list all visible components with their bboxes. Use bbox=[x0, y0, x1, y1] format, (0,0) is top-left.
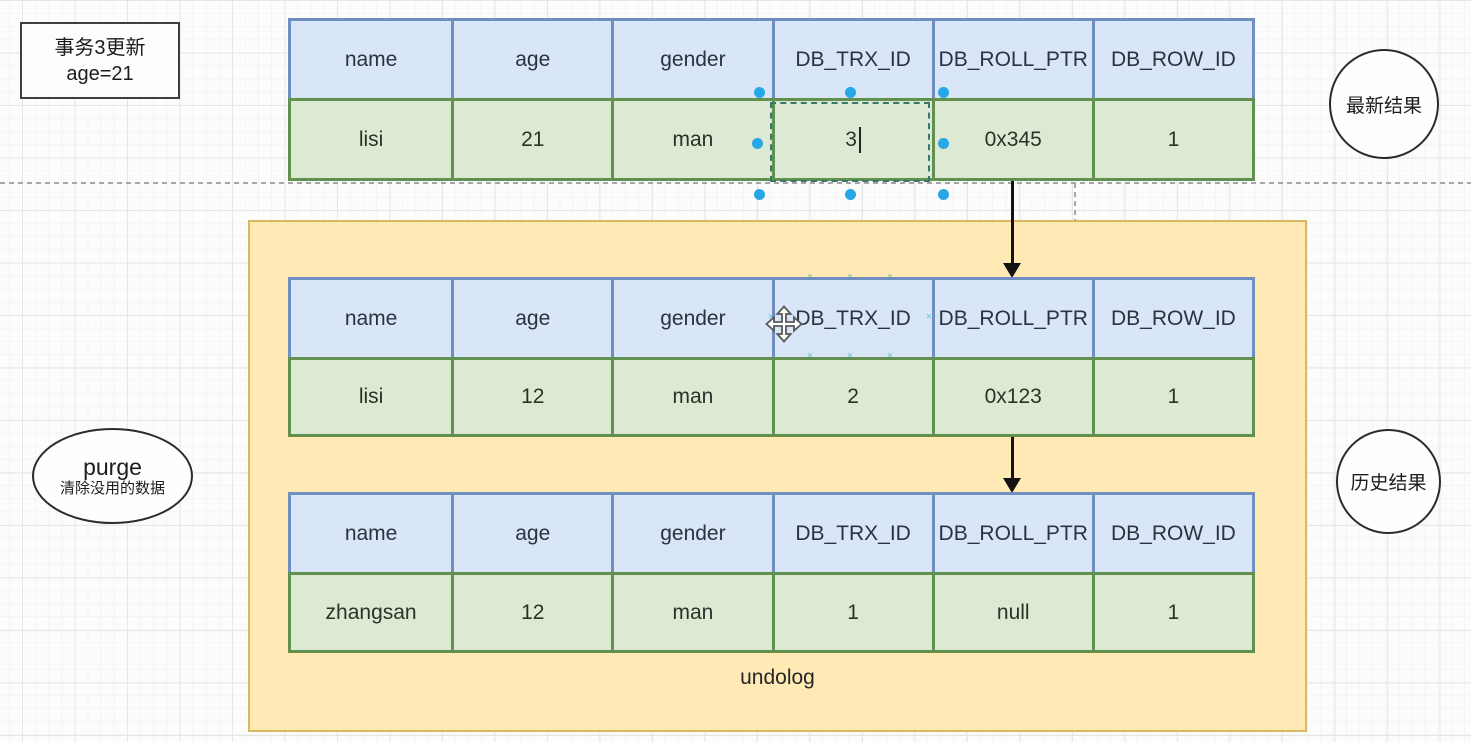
column-header-age[interactable]: age bbox=[451, 21, 611, 98]
connection-point-icon: × bbox=[846, 271, 854, 283]
column-header-name[interactable]: name bbox=[344, 306, 398, 330]
column-header-name[interactable]: name bbox=[344, 47, 398, 71]
roll-ptr-arrow-2-line[interactable] bbox=[1011, 437, 1014, 480]
table-data-row: lisi 12 man 2 0x123 1 bbox=[288, 357, 1255, 437]
data-cell-db-roll-ptr[interactable]: null bbox=[931, 575, 1092, 650]
data-cell-age[interactable]: 12 bbox=[451, 360, 611, 434]
data-cell-db-trx-id[interactable]: 1 bbox=[771, 575, 932, 650]
column-header-age[interactable]: age bbox=[451, 280, 611, 357]
cell-edit-outline bbox=[770, 102, 930, 182]
data-cell-db-row-id[interactable]: 1 bbox=[1091, 575, 1252, 650]
latest-result-label: 最新结果 bbox=[1345, 95, 1422, 117]
connection-point-icon: × bbox=[806, 350, 814, 362]
column-header-gender[interactable]: gender bbox=[611, 495, 771, 572]
latest-result-circle[interactable]: 最新结果 bbox=[1329, 49, 1439, 159]
data-cell-db-row-id[interactable]: 1 bbox=[1091, 360, 1252, 434]
column-header-name[interactable]: name bbox=[344, 521, 398, 545]
undo-record-table-2[interactable]: name age gender DB_TRX_ID DB_ROLL_PTR DB… bbox=[288, 492, 1255, 653]
roll-ptr-arrow-1-head bbox=[1003, 263, 1021, 278]
roll-ptr-arrow-1-line[interactable] bbox=[1011, 181, 1014, 264]
purge-ellipse[interactable]: purge 清除没用的数据 bbox=[32, 428, 193, 524]
table-data-row: zhangsan 12 man 1 null 1 bbox=[288, 572, 1255, 653]
connection-point-icon: × bbox=[886, 350, 894, 362]
data-cell-gender[interactable]: man bbox=[611, 575, 771, 650]
page-boundary-vertical bbox=[1074, 183, 1076, 220]
connection-point-icon: × bbox=[886, 271, 894, 283]
connection-point-icon: × bbox=[846, 350, 854, 362]
data-cell-name[interactable]: zhangsan bbox=[325, 600, 417, 624]
data-cell-name[interactable]: lisi bbox=[358, 385, 384, 408]
selection-handle-top-right[interactable] bbox=[938, 87, 949, 98]
data-cell-age[interactable]: 12 bbox=[451, 575, 611, 650]
data-cell-db-roll-ptr[interactable]: 0x123 bbox=[931, 360, 1092, 434]
transaction-note-box[interactable]: 事务3更新 age=21 bbox=[20, 22, 180, 99]
db-trx-id-value: 3 bbox=[845, 127, 857, 151]
data-cell-db-trx-id[interactable]: 2 bbox=[771, 360, 932, 434]
undolog-label: undolog bbox=[740, 666, 815, 689]
selection-handle-mid-right[interactable] bbox=[938, 138, 949, 149]
move-cursor-icon bbox=[765, 305, 803, 343]
column-header-db-trx-id[interactable]: DB_TRX_ID bbox=[771, 495, 932, 572]
connection-point-icon: × bbox=[806, 271, 814, 283]
text-caret bbox=[858, 126, 861, 153]
data-cell-db-roll-ptr[interactable]: 0x345 bbox=[931, 101, 1092, 178]
data-cell-gender[interactable]: man bbox=[611, 101, 771, 178]
column-header-db-row-id[interactable]: DB_ROW_ID bbox=[1091, 280, 1252, 357]
selection-handle-bottom-center[interactable] bbox=[845, 189, 856, 200]
column-header-db-row-id[interactable]: DB_ROW_ID bbox=[1091, 495, 1252, 572]
page-boundary-horizontal bbox=[0, 182, 1471, 184]
transaction-note-line1: 事务3更新 bbox=[54, 36, 146, 59]
data-cell-age[interactable]: 21 bbox=[451, 101, 611, 178]
data-cell-db-trx-id-editing[interactable]: 3 bbox=[771, 101, 932, 178]
connection-point-icon: × bbox=[925, 311, 933, 323]
data-cell-db-row-id[interactable]: 1 bbox=[1091, 101, 1252, 178]
table-header-row: name age gender DB_TRX_ID DB_ROLL_PTR DB… bbox=[288, 18, 1255, 98]
history-result-circle[interactable]: 历史结果 bbox=[1336, 429, 1441, 534]
purge-title: purge bbox=[83, 454, 142, 480]
purge-subtitle: 清除没用的数据 bbox=[59, 480, 165, 497]
selection-handle-bottom-left[interactable] bbox=[754, 189, 765, 200]
undo-record-table-1[interactable]: name age gender DB_TRX_ID DB_ROLL_PTR DB… bbox=[288, 277, 1255, 437]
data-cell-name[interactable]: lisi bbox=[358, 127, 384, 151]
connection-point-icon: × bbox=[767, 311, 775, 323]
column-header-db-roll-ptr[interactable]: DB_ROLL_PTR bbox=[931, 280, 1092, 357]
column-header-db-trx-id[interactable]: DB_TRX_ID bbox=[771, 21, 932, 98]
data-cell-gender[interactable]: man bbox=[611, 360, 771, 434]
table-header-row: name age gender DB_TRX_ID DB_ROLL_PTR DB… bbox=[288, 492, 1255, 572]
selection-handle-bottom-right[interactable] bbox=[938, 189, 949, 200]
column-header-db-row-id[interactable]: DB_ROW_ID bbox=[1091, 21, 1252, 98]
transaction-note-line2: age=21 bbox=[66, 62, 134, 85]
column-header-gender[interactable]: gender bbox=[611, 21, 771, 98]
selection-handle-mid-left[interactable] bbox=[752, 138, 763, 149]
column-header-db-roll-ptr[interactable]: DB_ROLL_PTR bbox=[931, 21, 1092, 98]
table-header-row: name age gender DB_TRX_ID DB_ROLL_PTR DB… bbox=[288, 277, 1255, 357]
roll-ptr-arrow-2-head bbox=[1003, 478, 1021, 493]
column-header-db-roll-ptr[interactable]: DB_ROLL_PTR bbox=[931, 495, 1092, 572]
column-header-age[interactable]: age bbox=[451, 495, 611, 572]
history-result-label: 历史结果 bbox=[1350, 473, 1427, 494]
column-header-gender[interactable]: gender bbox=[611, 280, 771, 357]
selection-handle-top-center[interactable] bbox=[845, 87, 856, 98]
selection-handle-top-left[interactable] bbox=[754, 87, 765, 98]
